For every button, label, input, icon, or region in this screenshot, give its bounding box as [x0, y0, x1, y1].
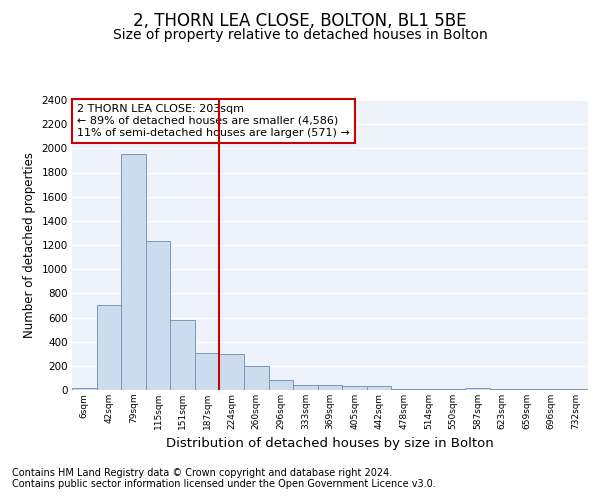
Bar	[367, 386, 391, 390]
Bar	[97, 305, 121, 390]
Bar	[293, 384, 318, 390]
Y-axis label: Number of detached properties: Number of detached properties	[23, 152, 36, 338]
Bar	[440, 389, 465, 390]
Bar	[244, 366, 269, 390]
Bar	[342, 386, 367, 390]
Text: Contains HM Land Registry data © Crown copyright and database right 2024.: Contains HM Land Registry data © Crown c…	[12, 468, 392, 477]
Bar	[195, 353, 220, 390]
Text: Size of property relative to detached houses in Bolton: Size of property relative to detached ho…	[113, 28, 487, 42]
Text: Contains public sector information licensed under the Open Government Licence v3: Contains public sector information licen…	[12, 479, 436, 489]
Text: 2 THORN LEA CLOSE: 203sqm
← 89% of detached houses are smaller (4,586)
11% of se: 2 THORN LEA CLOSE: 203sqm ← 89% of detac…	[77, 104, 350, 138]
Bar	[220, 354, 244, 390]
Bar	[121, 154, 146, 390]
Bar	[146, 242, 170, 390]
Bar	[465, 388, 490, 390]
Text: 2, THORN LEA CLOSE, BOLTON, BL1 5BE: 2, THORN LEA CLOSE, BOLTON, BL1 5BE	[133, 12, 467, 30]
Bar	[416, 389, 440, 390]
Bar	[269, 380, 293, 390]
Bar	[170, 320, 195, 390]
Bar	[318, 384, 342, 390]
X-axis label: Distribution of detached houses by size in Bolton: Distribution of detached houses by size …	[166, 438, 494, 450]
Bar	[72, 388, 97, 390]
Bar	[391, 389, 416, 390]
